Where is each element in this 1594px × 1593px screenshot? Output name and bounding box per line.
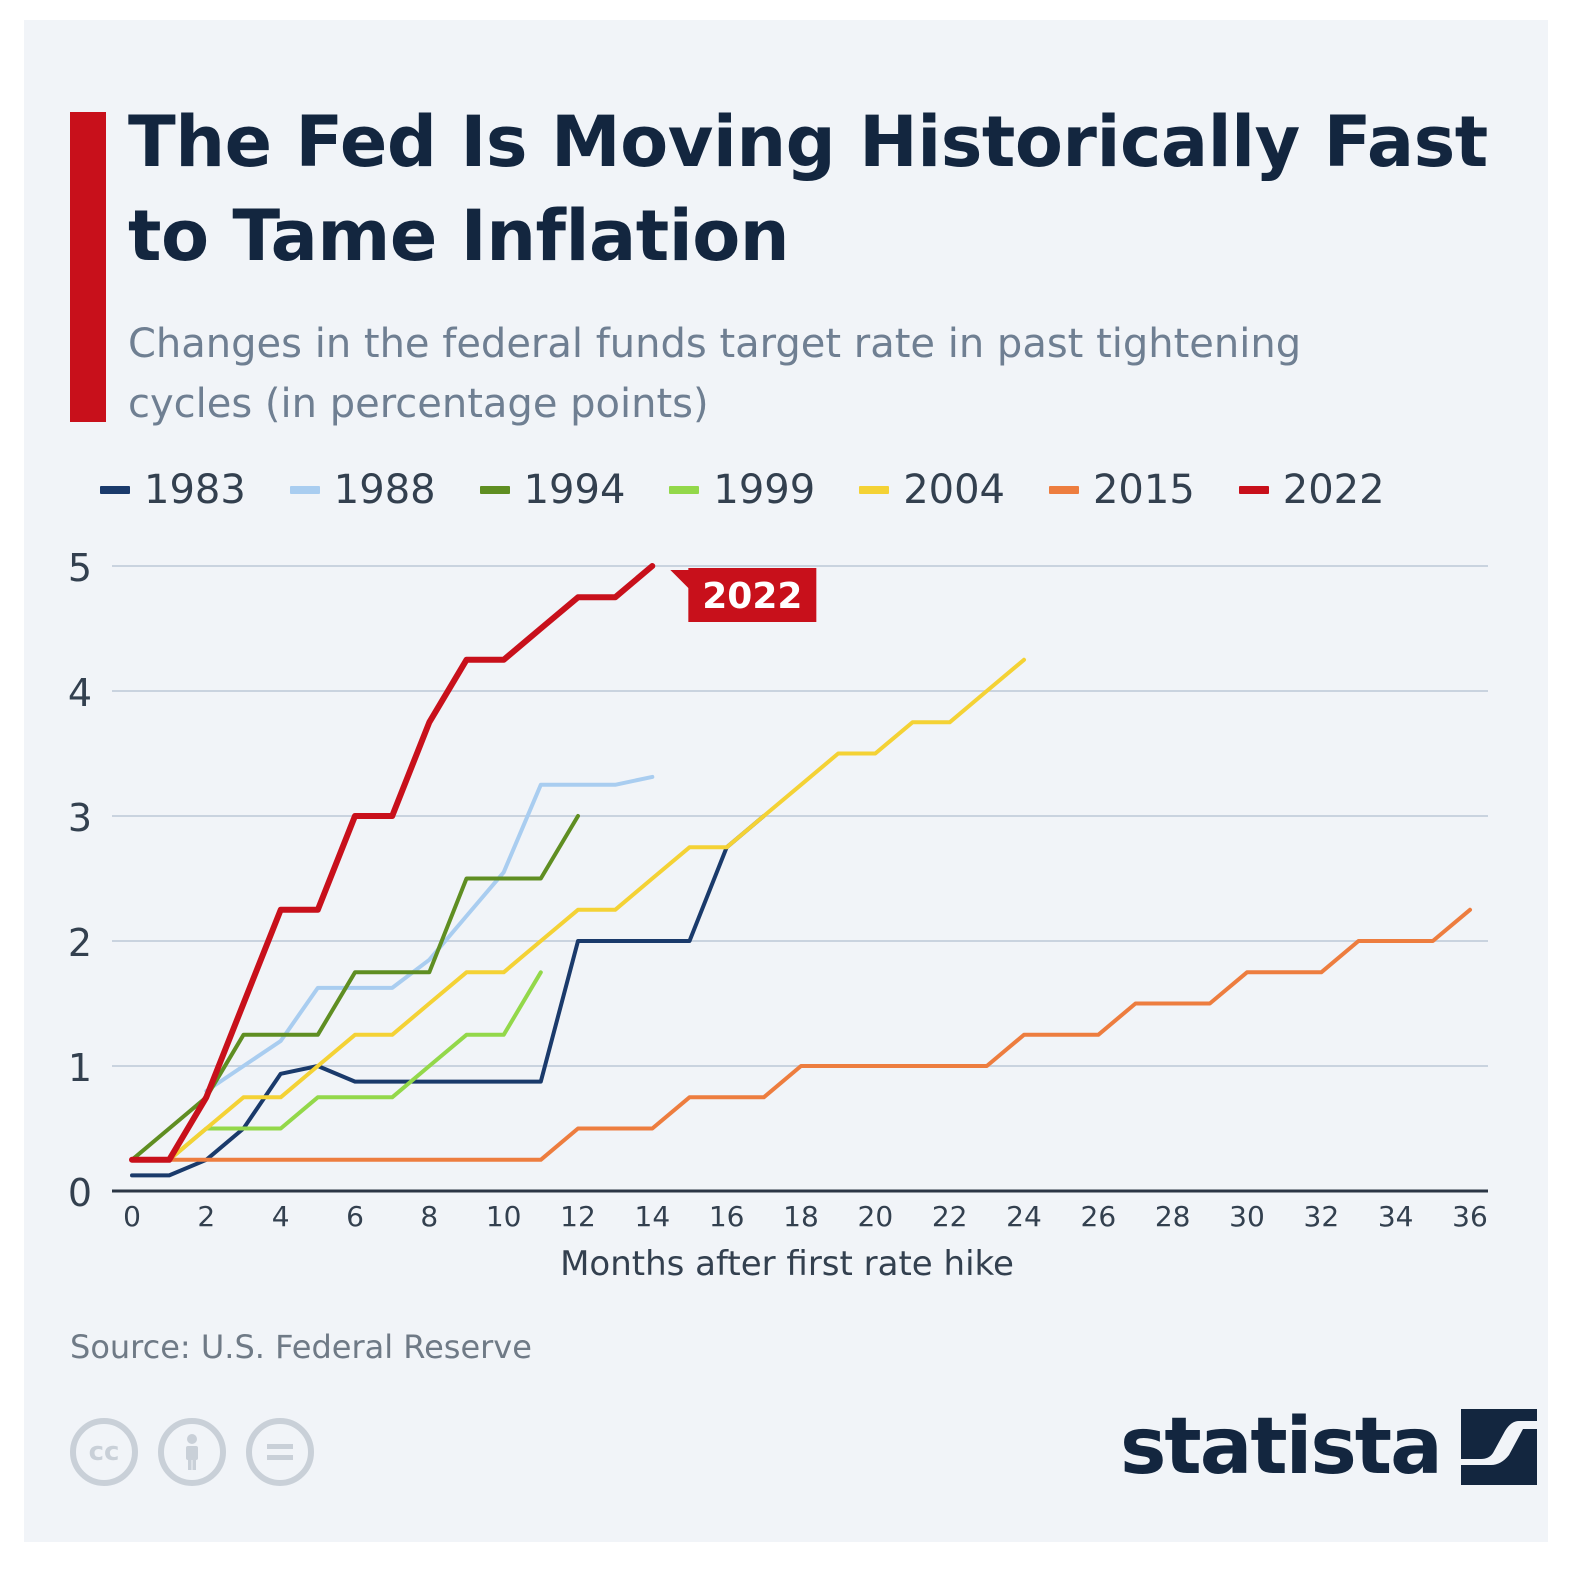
x-tick-label: 16	[709, 1200, 745, 1233]
person-icon	[186, 1434, 198, 1470]
y-tick-label: 3	[68, 796, 92, 840]
x-tick-label: 26	[1081, 1200, 1117, 1233]
series-line-2015	[130, 907, 1472, 1162]
series-line-1988	[204, 774, 655, 1093]
series-line-2004	[130, 657, 1026, 1162]
y-tick-label: 2	[68, 921, 92, 965]
cc-icon[interactable]: cc	[70, 1418, 138, 1486]
legend-item-2004[interactable]: 2004	[859, 467, 1005, 513]
legend-label: 2004	[903, 467, 1005, 513]
legend-label: 1983	[144, 467, 246, 513]
legend-label: 1988	[333, 467, 436, 513]
x-tick-label: 32	[1304, 1200, 1340, 1233]
label-text: 2022	[702, 576, 802, 617]
x-tick-label: 22	[932, 1200, 968, 1233]
series-line-2022	[129, 563, 656, 1163]
x-tick-label: 12	[560, 1200, 596, 1233]
legend-label: 1999	[713, 467, 816, 513]
x-tick-label: 10	[486, 1200, 522, 1233]
x-tick-label: 34	[1378, 1200, 1414, 1233]
x-tick-label: 20	[858, 1200, 894, 1233]
series-line-1983	[130, 814, 766, 1178]
legend-item-2022[interactable]: 2022	[1238, 467, 1385, 513]
x-tick-label: 14	[635, 1200, 671, 1233]
y-tick-label: 5	[68, 546, 92, 590]
attribution-icon[interactable]	[158, 1418, 226, 1486]
x-tick-label: 28	[1155, 1200, 1191, 1233]
license-icons: cc	[70, 1418, 314, 1486]
equals-icon	[267, 1444, 293, 1460]
x-tick-label: 24	[1006, 1200, 1042, 1233]
x-tick-label: 2	[197, 1200, 215, 1233]
legend-item-1988[interactable]: 1988	[289, 467, 436, 513]
statista-mark-icon	[1460, 1409, 1537, 1485]
legend-swatch	[859, 486, 890, 494]
no-derivatives-icon[interactable]	[246, 1418, 314, 1486]
x-tick-label: 8	[420, 1200, 438, 1233]
cc-icon-text: cc	[88, 1437, 120, 1467]
legend-label: 2015	[1092, 467, 1195, 513]
x-axis-title: Months after first rate hike	[560, 1244, 1014, 1284]
legend-swatch	[1048, 486, 1079, 494]
series-end-label-2022: 2022	[670, 568, 817, 622]
legend-item-2015[interactable]: 2015	[1048, 467, 1195, 513]
legend-swatch	[100, 486, 130, 494]
x-tick-label: 18	[783, 1200, 819, 1233]
x-tick-label: 6	[346, 1200, 364, 1233]
legend-label: 2022	[1282, 467, 1385, 513]
label-pointer	[670, 570, 691, 590]
legend-swatch	[289, 486, 320, 494]
y-tick-label: 1	[68, 1046, 92, 1090]
statista-logo[interactable]: statista	[1120, 1408, 1537, 1486]
brand-wordmark: statista	[1120, 1402, 1443, 1492]
x-tick-label: 30	[1229, 1200, 1265, 1233]
title-accent-bar	[70, 112, 106, 422]
x-tick-label: 0	[123, 1200, 141, 1233]
source-note: Source: U.S. Federal Reserve	[70, 1328, 532, 1366]
y-tick-label: 4	[68, 671, 92, 715]
label-box	[688, 568, 817, 622]
legend-swatch	[479, 486, 510, 494]
legend-swatch	[1238, 486, 1269, 494]
legend-item-1999[interactable]: 1999	[669, 467, 815, 513]
legend-item-1994[interactable]: 1994	[479, 467, 626, 513]
chart-card	[24, 20, 1548, 1542]
y-tick-label: 0	[68, 1171, 92, 1215]
chart-legend: 1983 1988 1994 1999 2004 2015 2022	[100, 462, 1520, 518]
legend-label: 1994	[523, 467, 626, 513]
chart-title: The Fed Is Moving Historically Fast to T…	[128, 101, 1488, 277]
x-tick-label: 36	[1452, 1200, 1488, 1233]
legend-item-1983[interactable]: 1983	[100, 467, 246, 513]
x-tick-label: 4	[272, 1200, 290, 1233]
chart-subtitle: Changes in the federal funds target rate…	[128, 321, 1302, 427]
legend-swatch	[669, 486, 700, 494]
